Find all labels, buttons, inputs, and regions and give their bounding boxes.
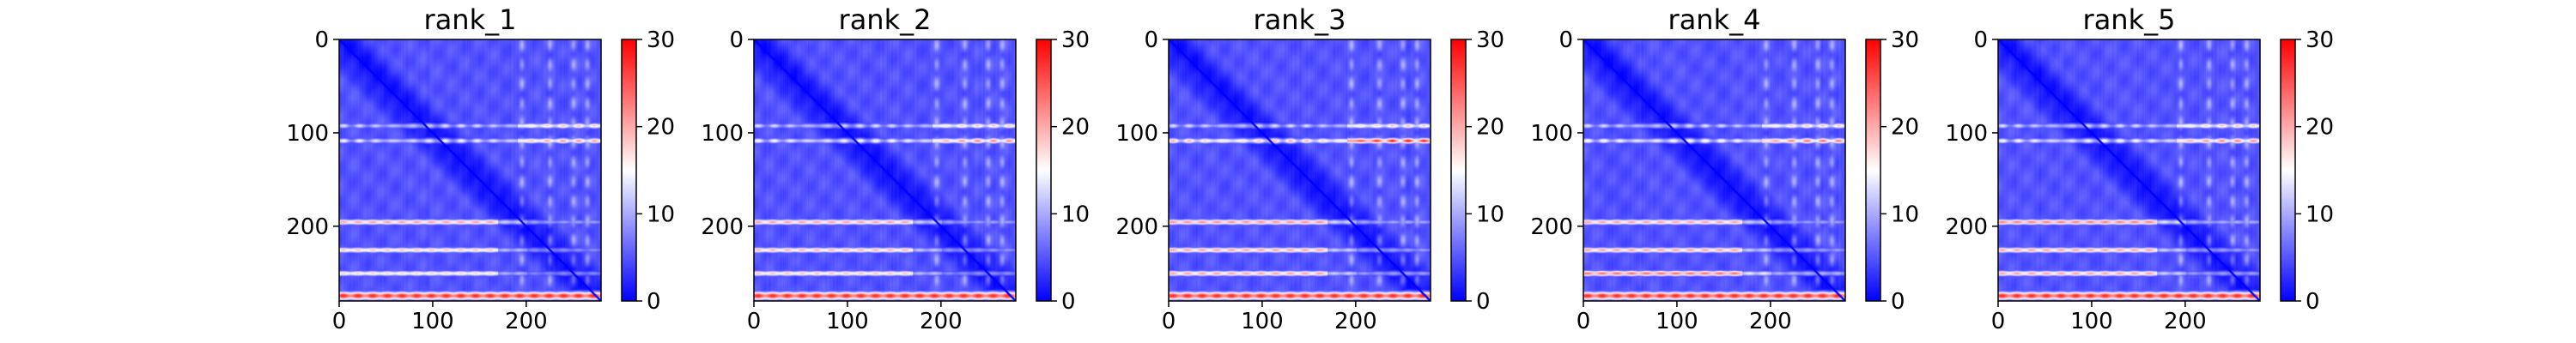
x-tick-label: 0 bbox=[1577, 309, 1591, 334]
plot-frame bbox=[1168, 39, 1431, 302]
heatmap-image bbox=[339, 39, 601, 301]
colorbar-tick-label: 10 bbox=[1061, 202, 1090, 227]
colorbar: 0 10 20 30 bbox=[1865, 27, 1919, 315]
y-tick-label: 100 bbox=[1530, 121, 1573, 147]
x-tick-label: 0 bbox=[332, 309, 347, 334]
colorbar-tick-label: 0 bbox=[1061, 289, 1076, 315]
colorbar-gradient bbox=[1865, 39, 1881, 302]
colorbar-tick-label: 30 bbox=[647, 27, 675, 53]
heatmap-image bbox=[1998, 39, 2260, 301]
colorbar-tick-label: 20 bbox=[2306, 115, 2334, 141]
x-tick-label: 200 bbox=[920, 309, 963, 334]
y-tick-label: 200 bbox=[701, 214, 744, 240]
heatmap-image bbox=[1583, 39, 1845, 301]
y-tick-label: 200 bbox=[1115, 214, 1158, 240]
colorbar-tick-label: 30 bbox=[1891, 27, 1919, 53]
plot-frame bbox=[753, 39, 1017, 302]
x-tick-label: 200 bbox=[505, 309, 548, 334]
panel-rank-2: rank_2 0 100 200 0 100 200 0 10 20 30 bbox=[701, 3, 1090, 334]
colorbar-tick-label: 20 bbox=[1891, 115, 1919, 141]
panel-rank-5: rank_5 0 100 200 0 100 200 0 10 20 30 bbox=[1945, 3, 2334, 334]
x-tick-label: 200 bbox=[1334, 309, 1377, 334]
x-tick-label: 0 bbox=[1991, 309, 2006, 334]
colorbar-tick-label: 20 bbox=[1061, 115, 1090, 141]
colorbar: 0 10 20 30 bbox=[1450, 27, 1504, 315]
plot-frame bbox=[1583, 39, 1846, 302]
chart-title: rank_3 bbox=[1254, 3, 1346, 36]
y-tick-label: 200 bbox=[1945, 214, 1988, 240]
x-tick-label: 100 bbox=[411, 309, 454, 334]
panel-rank-1: rank_1 0 100 200 0 100 200 0 10 20 30 bbox=[286, 3, 675, 334]
colorbar-tick-label: 0 bbox=[1476, 289, 1491, 315]
plot-frame bbox=[338, 39, 602, 302]
colorbar-tick-label: 0 bbox=[2306, 289, 2320, 315]
panel-rank-3: rank_3 0 100 200 0 100 200 0 10 20 30 bbox=[1115, 3, 1504, 334]
colorbar-gradient bbox=[621, 39, 637, 302]
x-tick-label: 100 bbox=[826, 309, 869, 334]
x-tick-label: 100 bbox=[2070, 309, 2113, 334]
heatmap-image bbox=[1169, 39, 1431, 301]
x-tick-label: 0 bbox=[747, 309, 762, 334]
y-tick-label: 0 bbox=[1558, 27, 1573, 53]
x-tick-label: 100 bbox=[1656, 309, 1698, 334]
y-tick-label: 0 bbox=[1973, 27, 1988, 53]
y-tick-label: 100 bbox=[286, 121, 329, 147]
heatmap-image bbox=[754, 39, 1016, 301]
colorbar-tick-label: 0 bbox=[647, 289, 661, 315]
chart-title: rank_4 bbox=[1668, 3, 1761, 36]
y-tick-label: 200 bbox=[286, 214, 329, 240]
colorbar-tick-label: 0 bbox=[1891, 289, 1905, 315]
chart-title: rank_1 bbox=[424, 3, 517, 36]
colorbar: 0 10 20 30 bbox=[1036, 27, 1090, 315]
y-tick-label: 0 bbox=[1144, 27, 1158, 53]
colorbar-tick-label: 20 bbox=[647, 115, 675, 141]
colorbar-gradient bbox=[1450, 39, 1467, 302]
colorbar-tick-label: 20 bbox=[1476, 115, 1504, 141]
y-tick-label: 100 bbox=[1945, 121, 1988, 147]
y-tick-label: 0 bbox=[314, 27, 329, 53]
x-tick-label: 200 bbox=[1749, 309, 1792, 334]
colorbar-tick-label: 10 bbox=[1476, 202, 1504, 227]
y-tick-label: 100 bbox=[701, 121, 744, 147]
colorbar: 0 10 20 30 bbox=[621, 27, 675, 315]
chart-title: rank_2 bbox=[839, 3, 932, 36]
colorbar-gradient bbox=[1036, 39, 1052, 302]
x-tick-label: 100 bbox=[1241, 309, 1284, 334]
plot-frame bbox=[1997, 39, 2261, 302]
colorbar-tick-label: 30 bbox=[1061, 27, 1090, 53]
colorbar-tick-label: 10 bbox=[2306, 202, 2334, 227]
y-tick-label: 100 bbox=[1115, 121, 1158, 147]
x-tick-label: 0 bbox=[1162, 309, 1176, 334]
colorbar-tick-label: 30 bbox=[1476, 27, 1504, 53]
colorbar: 0 10 20 30 bbox=[2280, 27, 2334, 315]
colorbar-gradient bbox=[2280, 39, 2296, 302]
y-tick-label: 0 bbox=[729, 27, 744, 53]
colorbar-tick-label: 10 bbox=[647, 202, 675, 227]
colorbar-tick-label: 30 bbox=[2306, 27, 2334, 53]
x-tick-label: 200 bbox=[2164, 309, 2207, 334]
chart-title: rank_5 bbox=[2083, 3, 2176, 36]
colorbar-tick-label: 10 bbox=[1891, 202, 1919, 227]
y-tick-label: 200 bbox=[1530, 214, 1573, 240]
panel-rank-4: rank_4 0 100 200 0 100 200 0 10 20 30 bbox=[1530, 3, 1919, 334]
